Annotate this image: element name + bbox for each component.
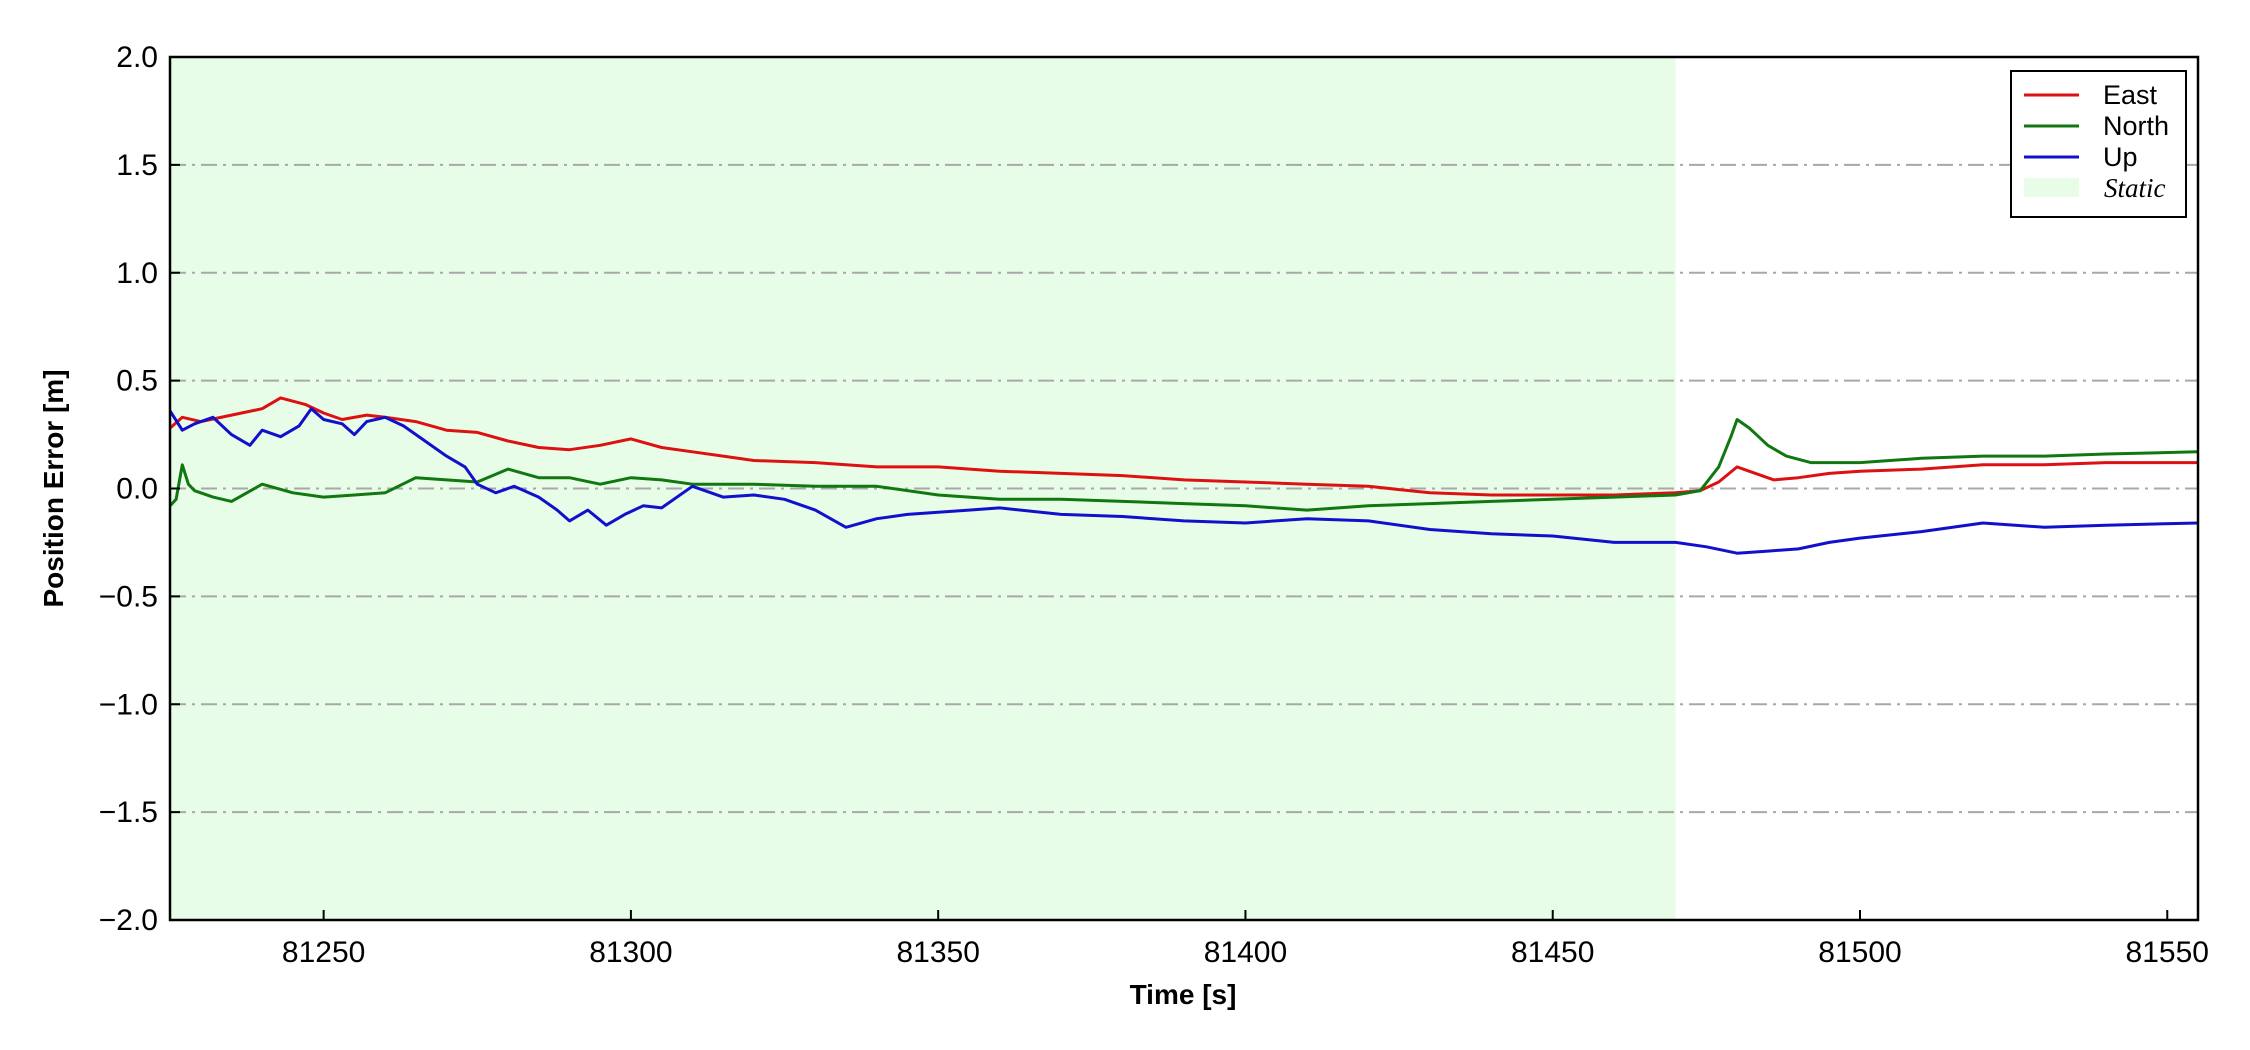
series-line-up — [168, 407, 2199, 555]
y-grid — [170, 163, 2198, 814]
x-tick-label: 81250 — [282, 936, 365, 969]
legend-swatch-static — [2024, 178, 2079, 197]
x-tick-label: 81450 — [1511, 936, 1594, 969]
x-tick-label: 81550 — [2126, 936, 2209, 969]
x-tick-label: 81300 — [589, 936, 672, 969]
x-tick-label: 81400 — [1204, 936, 1287, 969]
legend-label-north: North — [2103, 111, 2169, 141]
y-tick-label: 2.0 — [116, 41, 158, 74]
y-tick-label: −1.5 — [99, 796, 158, 829]
legend-label-east: East — [2103, 80, 2158, 110]
y-tick-label: −2.0 — [99, 904, 158, 937]
y-tick-label: 0.0 — [116, 473, 158, 506]
series-line-north — [168, 418, 2199, 512]
y-tick-label: −0.5 — [99, 580, 158, 613]
y-tick-label: 0.5 — [116, 365, 158, 398]
y-axis: 2.0 1.5 1.0 0.5 0.0 −0.5 −1.0 −1.5 −2.0 — [99, 41, 180, 937]
series-line-east — [169, 396, 2198, 497]
series-layer — [168, 396, 2199, 555]
y-tick-label: 1.0 — [116, 257, 158, 290]
x-axis-title: Time [s] — [1130, 979, 1237, 1010]
y-tick-label: 1.5 — [116, 149, 158, 182]
legend-label-up: Up — [2103, 142, 2138, 172]
y-tick-label: −1.0 — [99, 688, 158, 721]
x-tick-label: 81350 — [896, 936, 979, 969]
x-tick-label: 81500 — [1818, 936, 1901, 969]
x-axis: 81250 81300 81350 81400 81450 81500 81550 — [282, 910, 2209, 969]
legend: East North Up Static — [2010, 70, 2187, 218]
y-axis-title: Position Error [m] — [38, 369, 69, 607]
legend-label-static: Static — [2104, 173, 2166, 203]
